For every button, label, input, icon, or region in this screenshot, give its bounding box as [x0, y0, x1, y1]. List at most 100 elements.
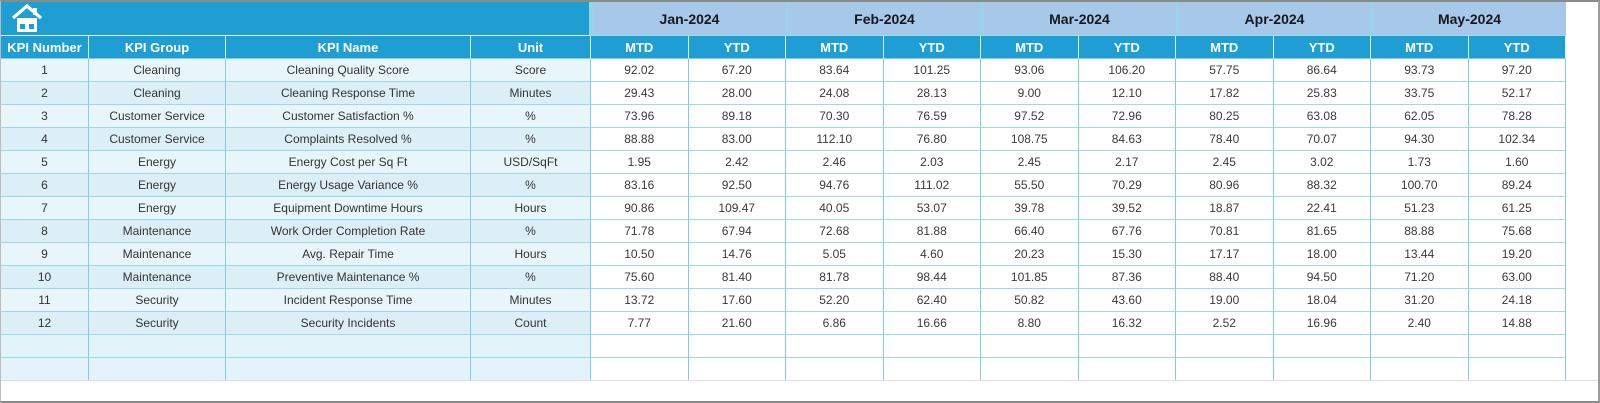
value-cell-mar-2024-mtd[interactable]: 8.80 [981, 312, 1079, 335]
value-cell-feb-2024-ytd[interactable]: 76.80 [883, 128, 981, 151]
subheader-feb-2024-ytd[interactable]: YTD [883, 36, 981, 59]
month-header-feb-2024[interactable]: Feb-2024 [786, 2, 981, 36]
value-cell-feb-2024-mtd[interactable]: 81.78 [786, 266, 884, 289]
kpi-unit-cell[interactable]: USD/SqFt [471, 151, 591, 174]
value-cell-may-2024-mtd[interactable]: 13.44 [1371, 243, 1469, 266]
kpi-name-cell[interactable]: Work Order Completion Rate [226, 220, 471, 243]
kpi-unit-cell[interactable]: % [471, 128, 591, 151]
value-cell-jan-2024-ytd[interactable]: 14.76 [688, 243, 786, 266]
value-cell-feb-2024-ytd[interactable]: 111.02 [883, 174, 981, 197]
month-header-apr-2024[interactable]: Apr-2024 [1176, 2, 1371, 36]
value-cell-jan-2024-ytd[interactable]: 92.50 [688, 174, 786, 197]
value-cell-jan-2024-mtd[interactable]: 92.02 [591, 59, 689, 82]
kpi-number-cell[interactable]: 3 [1, 105, 89, 128]
empty-value-cell[interactable] [591, 335, 689, 358]
value-cell-jan-2024-mtd[interactable]: 71.78 [591, 220, 689, 243]
kpi-unit-cell[interactable]: Score [471, 59, 591, 82]
empty-value-cell[interactable] [981, 335, 1079, 358]
empty-left-cell[interactable] [1, 358, 89, 381]
value-cell-apr-2024-ytd[interactable]: 86.64 [1273, 59, 1371, 82]
value-cell-mar-2024-ytd[interactable]: 72.96 [1078, 105, 1176, 128]
kpi-name-cell[interactable]: Customer Satisfaction % [226, 105, 471, 128]
empty-value-cell[interactable] [1273, 335, 1371, 358]
value-cell-feb-2024-ytd[interactable]: 62.40 [883, 289, 981, 312]
empty-left-cell[interactable] [226, 335, 471, 358]
subheader-jan-2024-mtd[interactable]: MTD [591, 36, 689, 59]
value-cell-apr-2024-mtd[interactable]: 57.75 [1176, 59, 1274, 82]
value-cell-may-2024-ytd[interactable]: 19.20 [1468, 243, 1566, 266]
value-cell-mar-2024-mtd[interactable]: 66.40 [981, 220, 1079, 243]
value-cell-jan-2024-ytd[interactable]: 2.42 [688, 151, 786, 174]
empty-value-cell[interactable] [1078, 335, 1176, 358]
kpi-number-cell[interactable]: 4 [1, 128, 89, 151]
kpi-number-cell[interactable]: 12 [1, 312, 89, 335]
value-cell-mar-2024-ytd[interactable]: 84.63 [1078, 128, 1176, 151]
value-cell-jan-2024-mtd[interactable]: 83.16 [591, 174, 689, 197]
value-cell-may-2024-ytd[interactable]: 97.20 [1468, 59, 1566, 82]
kpi-group-cell[interactable]: Energy [89, 151, 226, 174]
value-cell-apr-2024-mtd[interactable]: 80.96 [1176, 174, 1274, 197]
empty-value-cell[interactable] [1176, 335, 1274, 358]
empty-left-cell[interactable] [471, 335, 591, 358]
value-cell-mar-2024-ytd[interactable]: 43.60 [1078, 289, 1176, 312]
value-cell-jan-2024-mtd[interactable]: 29.43 [591, 82, 689, 105]
value-cell-jan-2024-ytd[interactable]: 81.40 [688, 266, 786, 289]
value-cell-may-2024-mtd[interactable]: 31.20 [1371, 289, 1469, 312]
value-cell-mar-2024-mtd[interactable]: 93.06 [981, 59, 1079, 82]
value-cell-apr-2024-mtd[interactable]: 17.17 [1176, 243, 1274, 266]
value-cell-mar-2024-mtd[interactable]: 50.82 [981, 289, 1079, 312]
empty-value-cell[interactable] [1371, 358, 1469, 381]
kpi-name-cell[interactable]: Preventive Maintenance % [226, 266, 471, 289]
kpi-group-cell[interactable]: Customer Service [89, 128, 226, 151]
value-cell-feb-2024-mtd[interactable]: 24.08 [786, 82, 884, 105]
value-cell-feb-2024-mtd[interactable]: 6.86 [786, 312, 884, 335]
value-cell-mar-2024-ytd[interactable]: 67.76 [1078, 220, 1176, 243]
subheader-mar-2024-mtd[interactable]: MTD [981, 36, 1079, 59]
value-cell-apr-2024-mtd[interactable]: 2.45 [1176, 151, 1274, 174]
empty-value-cell[interactable] [591, 358, 689, 381]
empty-value-cell[interactable] [1468, 358, 1566, 381]
month-header-may-2024[interactable]: May-2024 [1371, 2, 1566, 36]
value-cell-may-2024-mtd[interactable]: 33.75 [1371, 82, 1469, 105]
value-cell-may-2024-ytd[interactable]: 61.25 [1468, 197, 1566, 220]
value-cell-jan-2024-ytd[interactable]: 17.60 [688, 289, 786, 312]
value-cell-feb-2024-mtd[interactable]: 40.05 [786, 197, 884, 220]
subheader-mar-2024-ytd[interactable]: YTD [1078, 36, 1176, 59]
home-icon[interactable] [10, 3, 44, 34]
value-cell-may-2024-mtd[interactable]: 71.20 [1371, 266, 1469, 289]
value-cell-may-2024-ytd[interactable]: 52.17 [1468, 82, 1566, 105]
value-cell-mar-2024-mtd[interactable]: 55.50 [981, 174, 1079, 197]
kpi-unit-cell[interactable]: % [471, 266, 591, 289]
value-cell-mar-2024-mtd[interactable]: 108.75 [981, 128, 1079, 151]
kpi-number-cell[interactable]: 7 [1, 197, 89, 220]
value-cell-mar-2024-ytd[interactable]: 2.17 [1078, 151, 1176, 174]
value-cell-may-2024-mtd[interactable]: 1.73 [1371, 151, 1469, 174]
kpi-name-cell[interactable]: Cleaning Response Time [226, 82, 471, 105]
value-cell-apr-2024-mtd[interactable]: 70.81 [1176, 220, 1274, 243]
value-cell-jan-2024-mtd[interactable]: 75.60 [591, 266, 689, 289]
value-cell-may-2024-mtd[interactable]: 2.40 [1371, 312, 1469, 335]
value-cell-may-2024-ytd[interactable]: 102.34 [1468, 128, 1566, 151]
value-cell-jan-2024-mtd[interactable]: 1.95 [591, 151, 689, 174]
empty-value-cell[interactable] [786, 335, 884, 358]
kpi-name-cell[interactable]: Security Incidents [226, 312, 471, 335]
empty-value-cell[interactable] [1273, 358, 1371, 381]
kpi-name-cell[interactable]: Energy Usage Variance % [226, 174, 471, 197]
value-cell-feb-2024-ytd[interactable]: 16.66 [883, 312, 981, 335]
empty-value-cell[interactable] [688, 358, 786, 381]
empty-left-cell[interactable] [89, 335, 226, 358]
value-cell-apr-2024-ytd[interactable]: 81.65 [1273, 220, 1371, 243]
kpi-group-cell[interactable]: Cleaning [89, 59, 226, 82]
value-cell-jan-2024-ytd[interactable]: 109.47 [688, 197, 786, 220]
value-cell-mar-2024-mtd[interactable]: 2.45 [981, 151, 1079, 174]
value-cell-feb-2024-mtd[interactable]: 83.64 [786, 59, 884, 82]
kpi-name-cell[interactable]: Avg. Repair Time [226, 243, 471, 266]
value-cell-may-2024-ytd[interactable]: 1.60 [1468, 151, 1566, 174]
kpi-group-cell[interactable]: Security [89, 312, 226, 335]
value-cell-feb-2024-ytd[interactable]: 98.44 [883, 266, 981, 289]
value-cell-feb-2024-mtd[interactable]: 2.46 [786, 151, 884, 174]
kpi-unit-cell[interactable]: % [471, 220, 591, 243]
value-cell-apr-2024-ytd[interactable]: 16.96 [1273, 312, 1371, 335]
kpi-unit-cell[interactable]: Hours [471, 197, 591, 220]
kpi-group-cell[interactable]: Security [89, 289, 226, 312]
